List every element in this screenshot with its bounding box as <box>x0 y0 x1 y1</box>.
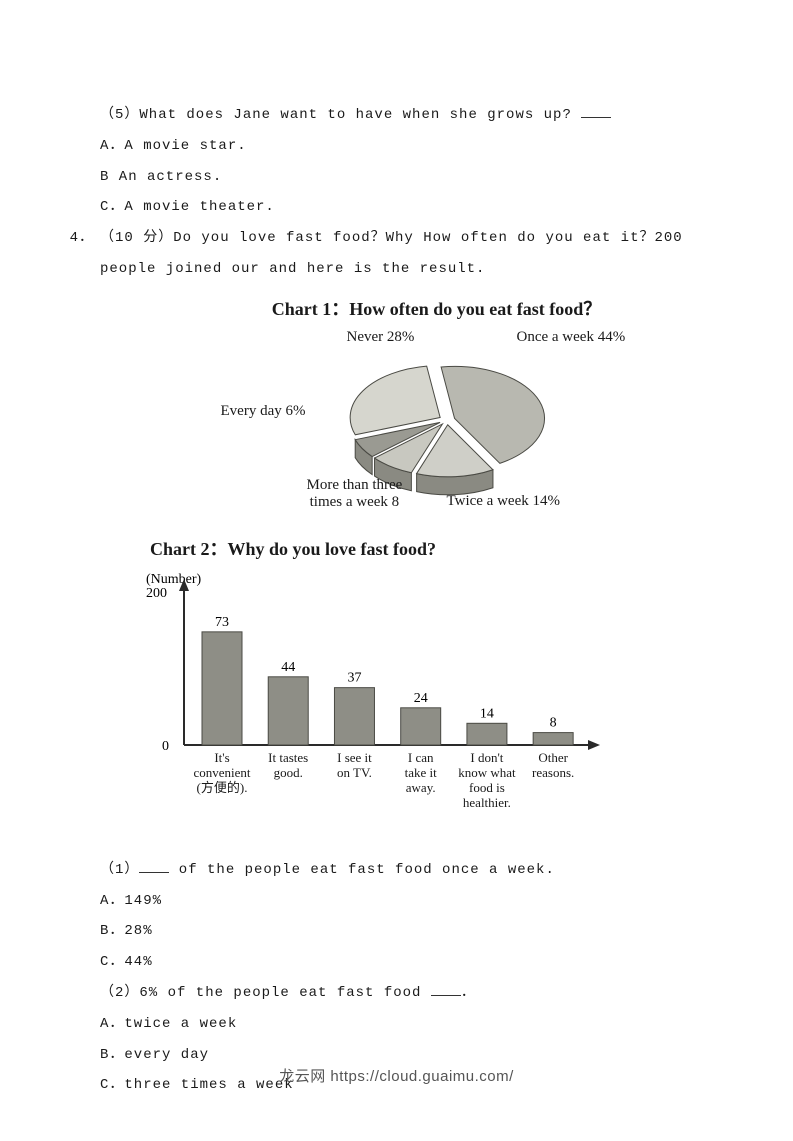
svg-text:44: 44 <box>281 660 295 675</box>
q4-sub1-a: A．149% <box>100 886 733 917</box>
pie-slice-label: More than threetimes a week 8 <box>307 477 403 511</box>
pie-slice-label: Every day 6% <box>221 403 306 420</box>
q4-sub2-prefix: （2）6% of the people eat fast food <box>100 985 431 1001</box>
q4-prompt: （10 分）Do you love fast food？Why How ofte… <box>100 223 733 285</box>
q5-prompt: （5）What does Jane want to have when she … <box>60 100 733 131</box>
chart2: Chart 2：Why do you love fast food? (Numb… <box>120 535 733 845</box>
bar-category-label: It'sconvenient(方便的). <box>188 751 256 796</box>
svg-text:8: 8 <box>550 715 557 730</box>
svg-text:200: 200 <box>146 586 167 601</box>
q5-option-a: A．A movie star. <box>60 131 733 162</box>
blank <box>581 104 611 118</box>
chart2-canvas: (Number)200 0 73 It'sconvenient(方便的). 44 It t… <box>130 565 610 845</box>
bar-category-label: It tastesgood. <box>254 751 322 781</box>
chart2-title: Chart 2：Why do you love fast food? <box>150 535 733 561</box>
q4-sub2-a: A．twice a week <box>100 1009 733 1040</box>
q4-sub2-suffix: ． <box>461 985 476 1001</box>
bar-category-label: I cantake itaway. <box>387 751 455 796</box>
svg-text:(Number): (Number) <box>146 572 202 587</box>
q4-block: 4． （10 分）Do you love fast food？Why How o… <box>60 223 733 1101</box>
pie-slice-label: Once a week 44% <box>517 329 626 346</box>
bar-category-label: Otherreasons. <box>519 751 587 781</box>
blank <box>139 859 169 873</box>
q4-sub1-b: B．28% <box>100 916 733 947</box>
bar-svg: (Number)200 0 73 It'sconvenient(方便的). 44 It t… <box>130 565 610 845</box>
chart1-title: Chart 1：How often do you eat fast food？ <box>140 295 733 321</box>
q4-sub1: （1） of the people eat fast food once a w… <box>100 855 733 886</box>
q5-option-c: C．A movie theater. <box>60 192 733 223</box>
page-footer: 龙云网 https://cloud.guaimu.com/ <box>0 1065 793 1086</box>
svg-text:14: 14 <box>480 706 494 721</box>
svg-text:24: 24 <box>414 691 428 706</box>
q4-number: 4． <box>60 223 100 1101</box>
q4-sub2: （2）6% of the people eat fast food ． <box>100 978 733 1009</box>
q4-sub1-c: C．44% <box>100 947 733 978</box>
svg-text:73: 73 <box>215 615 229 630</box>
pie-slice-label: Twice a week 14% <box>447 493 560 510</box>
q4-sub1-prefix: （1） <box>100 862 139 878</box>
chart1-canvas: Once a week 44% Twice a week 14% More than… <box>217 325 657 525</box>
q5-text: （5）What does Jane want to have when she … <box>100 107 572 123</box>
svg-text:37: 37 <box>347 670 361 685</box>
blank <box>431 982 461 996</box>
pie-slice-label: Never 28% <box>347 329 415 346</box>
page-content: （5）What does Jane want to have when she … <box>0 0 793 1141</box>
svg-text:0: 0 <box>162 739 169 754</box>
q4-sub1-suffix: of the people eat fast food once a week. <box>169 862 554 878</box>
bar-category-label: I don'tknow whatfood ishealthier. <box>453 751 521 811</box>
chart1: Chart 1：How often do you eat fast food？ … <box>140 295 733 525</box>
q5-option-b: B An actress. <box>60 162 733 193</box>
bar-category-label: I see iton TV. <box>320 751 388 781</box>
